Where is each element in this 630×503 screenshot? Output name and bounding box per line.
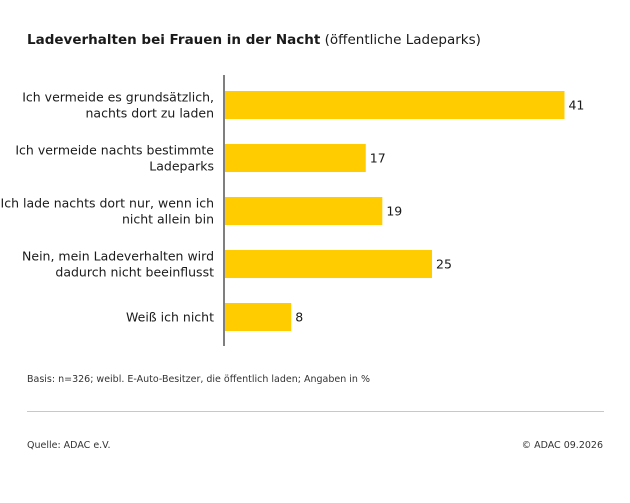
category-label-3: Ich lade nachts dort nur, wenn ich nicht … <box>1 196 214 227</box>
chart-title-sub: (öffentliche Ladeparks) <box>320 32 481 48</box>
source-label: Quelle: ADAC e.V. <box>27 440 111 451</box>
category-label-1: Ich vermeide es grundsätzlich, nachts dor… <box>22 90 214 121</box>
bar-value-label-2: 17 <box>370 151 386 166</box>
chart-title: Ladeverhalten bei Frauen in der Nacht (ö… <box>27 31 481 49</box>
bars-group: 41 Ich vermeide es grundsätzlich, nachts d… <box>1 90 584 331</box>
category-label-2: Ich vermeide nachts bestimmte Ladeparks <box>15 143 214 174</box>
bar-value-label-3: 19 <box>386 204 402 219</box>
category-label-5: Weiß ich nicht <box>126 310 214 325</box>
bar-value-label-5: 8 <box>295 310 303 325</box>
basis-note: Basis: n=326; weibl. E-Auto-Besitzer, di… <box>27 374 370 385</box>
copyright-label: © ADAC 09.2026 <box>521 440 603 451</box>
category-label-4: Nein, mein Ladeverhalten wird dadurch nic… <box>22 249 214 280</box>
bar-5 <box>225 303 292 331</box>
bar-value-label-4: 25 <box>436 257 452 272</box>
footer-divider <box>27 411 604 412</box>
bar-value-label-1: 41 <box>568 98 584 113</box>
chart-title-main: Ladeverhalten bei Frauen in der Nacht <box>27 32 321 48</box>
bar-2 <box>225 144 366 172</box>
bar-3 <box>225 197 383 225</box>
bar-1 <box>225 91 565 119</box>
bar-4 <box>225 250 432 278</box>
